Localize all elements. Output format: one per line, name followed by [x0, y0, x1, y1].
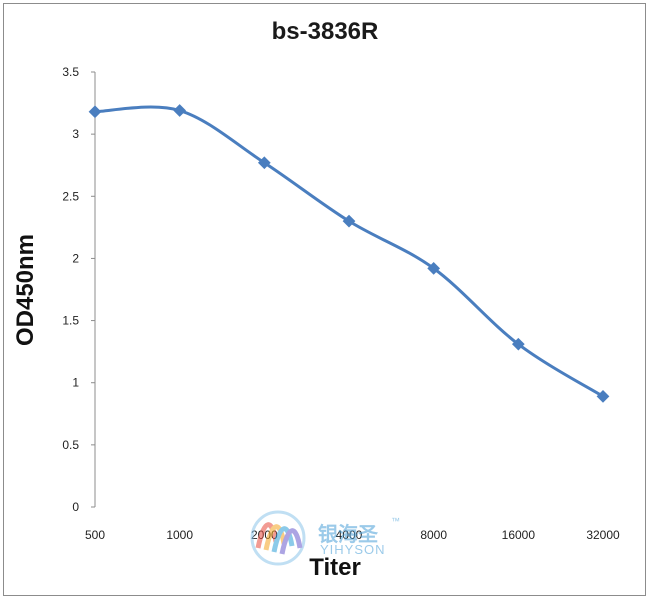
data-point-marker — [596, 390, 610, 403]
series-group — [88, 104, 610, 403]
y-tick-label: 1 — [72, 376, 79, 390]
y-tick-labels: 0 0.5 1 1.5 2 2.5 3 3.5 — [62, 65, 95, 514]
y-tick-label: 0.5 — [62, 438, 79, 452]
y-tick-label: 3.5 — [62, 65, 79, 79]
watermark-wave-icon — [250, 510, 306, 566]
data-point-marker — [88, 105, 102, 119]
watermark-cn-text: 银海圣 — [318, 522, 378, 546]
watermark-trademark: ™ — [391, 516, 400, 526]
y-tick-label: 3 — [72, 127, 79, 141]
x-tick-label: 1000 — [166, 528, 193, 542]
y-tick-label: 2 — [72, 251, 79, 265]
data-point-marker — [427, 262, 441, 275]
x-tick-label: 500 — [85, 528, 105, 542]
x-tick-label: 4000 — [336, 528, 363, 542]
data-point-marker — [342, 214, 356, 228]
yihyson-watermark-logo: 银海圣 ™ YIHYSON — [248, 508, 418, 568]
y-tick-label: 1.5 — [62, 314, 79, 328]
x-tick-label: 16000 — [502, 528, 536, 542]
series-line — [94, 105, 604, 398]
x-axis-label: Titer — [309, 554, 361, 581]
chart-title: bs-3836R — [271, 18, 379, 45]
data-point-marker — [257, 156, 271, 170]
x-tick-label: 8000 — [420, 528, 447, 542]
data-point-marker — [173, 104, 187, 117]
y-tick-label: 0 — [72, 500, 79, 514]
x-tick-label: 32000 — [586, 528, 620, 542]
watermark-en-text: YIHYSON — [320, 542, 386, 557]
y-tick-label: 2.5 — [62, 189, 79, 203]
chart-frame — [3, 3, 646, 596]
